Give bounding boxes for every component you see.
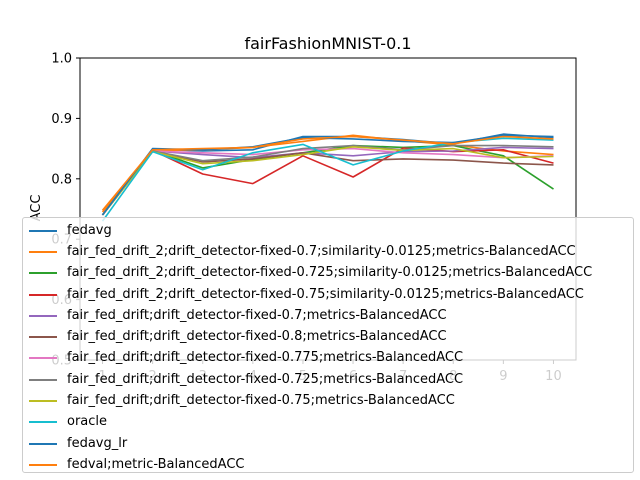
legend-item: fair_fed_drift_2;drift_detector-fixed-0.…	[23, 284, 633, 305]
legend-label: fair_fed_drift;drift_detector-fixed-0.8;…	[67, 329, 447, 345]
legend-label: fair_fed_drift;drift_detector-fixed-0.7;…	[67, 307, 447, 323]
legend-label: fair_fed_drift;drift_detector-fixed-0.72…	[67, 371, 464, 387]
legend-label: fair_fed_drift_2;drift_detector-fixed-0.…	[67, 243, 576, 259]
series-line-7	[101, 147, 554, 216]
series-line-8	[101, 144, 554, 216]
y-tick-label: 1.0	[51, 52, 72, 67]
series-line-6	[101, 150, 554, 216]
legend-label: oracle	[67, 414, 108, 430]
legend-item: fair_fed_drift;drift_detector-fixed-0.7;…	[23, 305, 633, 326]
legend-label: fair_fed_drift_2;drift_detector-fixed-0.…	[67, 265, 593, 281]
y-axis-label: ACC	[29, 195, 44, 222]
legend-label: fair_fed_drift;drift_detector-fixed-0.75…	[67, 393, 455, 409]
legend-item: fedval;metric-BalancedACC	[23, 454, 633, 475]
legend-swatch	[29, 229, 57, 232]
legend-item: fair_fed_drift;drift_detector-fixed-0.72…	[23, 369, 633, 390]
legend-item: fair_fed_drift;drift_detector-fixed-0.8;…	[23, 326, 633, 347]
legend-swatch	[29, 378, 57, 381]
legend-swatch	[29, 421, 57, 424]
legend-label: fedavg_lr	[67, 435, 128, 451]
chart-title: fairFashionMNIST-0.1	[244, 34, 411, 53]
series-line-12	[101, 135, 554, 211]
legend-item: fair_fed_drift_2;drift_detector-fixed-0.…	[23, 263, 633, 284]
y-tick-label: 0.8	[51, 172, 72, 187]
legend-swatch	[29, 293, 57, 296]
series-line-4	[101, 147, 554, 216]
legend-label: fedavg	[67, 222, 112, 238]
legend-swatch	[29, 442, 57, 445]
legend-label: fedval;metric-BalancedACC	[67, 456, 245, 472]
legend-swatch	[29, 400, 57, 403]
series-layer	[101, 133, 554, 222]
legend-swatch	[29, 314, 57, 317]
legend-swatch	[29, 357, 57, 360]
series-line-9	[101, 146, 554, 216]
y-tick-label: 0.9	[51, 112, 72, 127]
legend-item: oracle	[23, 412, 633, 433]
legend-swatch	[29, 250, 57, 253]
legend-label: fair_fed_drift;drift_detector-fixed-0.77…	[67, 350, 464, 366]
legend-item: fedavg	[23, 220, 633, 241]
legend: fedavg fair_fed_drift_2;drift_detector-fi…	[22, 217, 634, 473]
legend-label: fair_fed_drift_2;drift_detector-fixed-0.…	[67, 286, 584, 302]
legend-swatch	[29, 336, 57, 339]
legend-item: fedavg_lr	[23, 433, 633, 454]
legend-item: fair_fed_drift;drift_detector-fixed-0.77…	[23, 348, 633, 369]
legend-item: fair_fed_drift_2;drift_detector-fixed-0.…	[23, 241, 633, 262]
legend-item: fair_fed_drift;drift_detector-fixed-0.75…	[23, 390, 633, 411]
legend-swatch	[29, 463, 57, 466]
legend-swatch	[29, 272, 57, 275]
